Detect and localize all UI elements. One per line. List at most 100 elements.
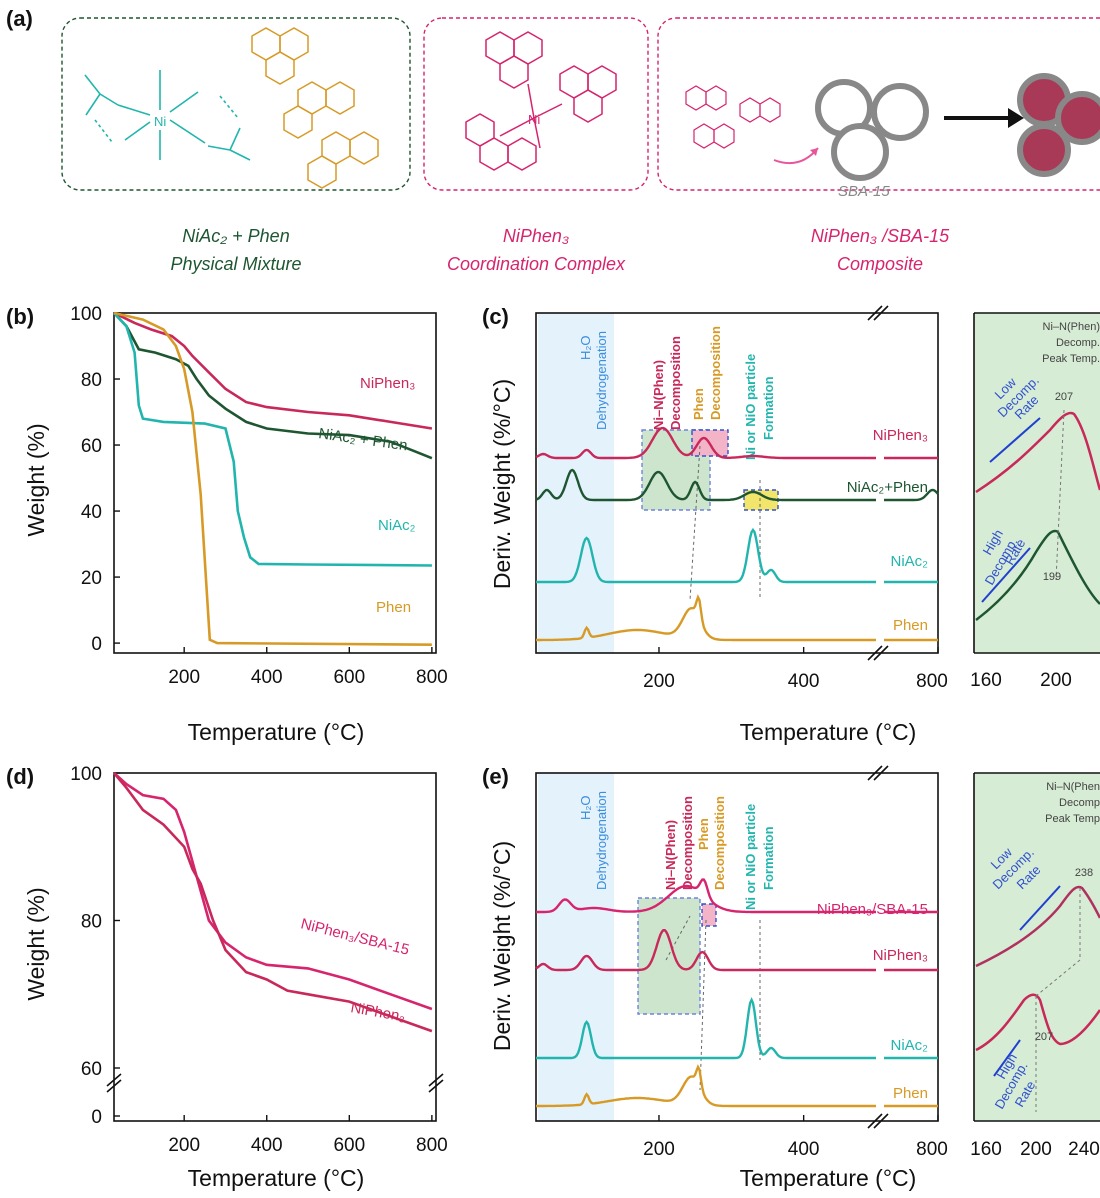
panel-e-label: (e) [482, 764, 509, 789]
plot-e-series-label-1: NiPhen₃ [873, 947, 928, 964]
b-ytick-label: 20 [81, 568, 102, 589]
e-nio-1: Ni or NiO particle [743, 804, 758, 910]
c-inset-curve-mixture [975, 529, 1100, 621]
c-h2o: H₂O [578, 335, 593, 360]
b-xtick-label: 200 [168, 667, 200, 688]
c-inset-title-1: Ni–N(Phen) [1043, 321, 1100, 333]
plot-c-series-label-0: NiPhen₃ [873, 427, 928, 444]
panel-d-label: (d) [6, 764, 34, 789]
sba15-filled-icon [1017, 73, 1100, 177]
caption-2-line1: NiPhen₃ [503, 226, 569, 246]
b-ytick-label: 40 [81, 502, 102, 523]
c-ni-n-phen-1: Ni–N(Phen) [651, 360, 666, 430]
panel-b-label: (b) [6, 304, 34, 329]
panel-d-xlabel: Temperature (°C) [188, 1165, 365, 1191]
b-series-label-2: NiAc₂ [378, 517, 416, 534]
plot-d: 200 400 600 80010080600NiPhen₃/SBA-15NiPhen… [70, 764, 447, 1156]
c-nio-1: Ni or NiO particle [743, 354, 758, 460]
svg-text:Ni: Ni [154, 114, 166, 129]
plot-c-series-line-1 [535, 468, 876, 502]
d-series-label-1: NiPhen₃ [349, 999, 406, 1025]
e-ni-n-phen-1: Ni–N(Phen) [663, 820, 678, 890]
svg-text:Ni: Ni [528, 112, 540, 127]
plot-e-xtick-label: 400 [788, 1139, 820, 1160]
c-phen-2: Decomposition [708, 326, 723, 420]
plot-e-series-line-0 [536, 878, 876, 914]
d-series-label-0: NiPhen₃/SBA-15 [299, 915, 411, 958]
plot-b: 200 400 600 800 0 20 40 60 80 100 NiPhen₃ NiAc₂ + P… [70, 304, 447, 688]
c-dehydrogenation: Dehydrogenation [594, 331, 609, 430]
panel-e-xlabel: Temperature (°C) [740, 1165, 917, 1191]
d-ytick-label: 100 [70, 764, 102, 785]
sba15-empty-icon [815, 79, 929, 181]
d-break-right-1 [428, 1073, 444, 1087]
panel-a-label: (a) [6, 6, 33, 31]
panel-c-ylabel: Deriv. Weight (%/°C) [489, 379, 515, 589]
plot-e: 200 400 800 NiPhen₃/SBA-15 NiPhen₃ NiAc₂ Phen [535, 878, 948, 1160]
b-axes-frame [113, 312, 437, 654]
e-ni-n-phen-2: Decomposition [680, 796, 695, 890]
e-inset-low-arrow [1019, 885, 1061, 931]
d-ytick-label: 0 [91, 1107, 102, 1128]
caption-1-line1: NiAc₂ + Phen [182, 226, 289, 246]
caption-3-line1: NiPhen₃ /SBA-15 [811, 226, 950, 246]
d-xtick-label: 400 [251, 1135, 283, 1156]
plot-c-xtick-label: 400 [788, 671, 820, 692]
panel-e-frame [535, 765, 939, 1129]
e-inset-title-3: Peak Temp [1045, 813, 1100, 825]
phen-structure-2 [283, 81, 355, 139]
sba15-label: SBA-15 [838, 183, 890, 200]
ni-acetate-structure: Ni [84, 70, 251, 161]
plot-c-series-label-1: NiAc₂+Phen [847, 479, 928, 496]
b-xtick-label: 400 [251, 667, 283, 688]
panel-e-inset [973, 772, 1100, 1122]
panel-b-xlabel: Temperature (°C) [188, 719, 365, 745]
b-ytick-label: 100 [70, 304, 102, 325]
composite-arrowhead [1008, 108, 1024, 128]
panel-a-box-1 [61, 17, 411, 191]
d-break-left-2 [106, 1079, 122, 1093]
panel-a-box-3 [657, 17, 1100, 191]
panel-c-label: (c) [482, 304, 509, 329]
b-series-line-1 [113, 312, 433, 460]
niphen3-structure: Ni [465, 31, 617, 171]
e-inset-tick-160: 160 [970, 1139, 1002, 1160]
panel-c-frame [535, 305, 939, 661]
plot-e-series-line-1 [535, 929, 876, 972]
b-series-label-3: Phen [376, 599, 411, 616]
e-inset-title-2: Decomp [1059, 797, 1100, 809]
d-xtick-label: 600 [333, 1135, 365, 1156]
plot-e-xtick-label: 200 [643, 1139, 675, 1160]
e-dehydrogenation: Dehydrogenation [594, 791, 609, 890]
insertion-arrowhead [810, 148, 818, 156]
d-axes-frame [113, 772, 437, 1122]
phen-structure-3 [307, 131, 379, 189]
plot-c-series-line-hi-1 [884, 488, 939, 502]
c-ni-n-phen-2: Decomposition [668, 336, 683, 430]
plot-e-series-label-0: NiPhen₃/SBA-15 [817, 901, 928, 918]
c-phen-1: Phen [691, 388, 706, 420]
phen-structure-1 [251, 27, 309, 85]
plot-c-xtick-label: 800 [916, 671, 948, 692]
panel-c-inset [973, 312, 1100, 654]
caption-1-line2: Physical Mixture [170, 254, 301, 274]
panel-b-ylabel: Weight (%) [23, 423, 49, 536]
e-phen-1: Phen [696, 818, 711, 850]
b-series-label-1: NiAc₂ + Phen [317, 425, 408, 454]
caption-2-line2: Coordination Complex [447, 254, 626, 274]
b-xtick-label: 600 [333, 667, 365, 688]
c-inset-tick-160: 160 [970, 670, 1002, 691]
b-xtick-label: 800 [416, 667, 448, 688]
niphen3-small-structure [685, 85, 781, 149]
d-xtick-label: 200 [168, 1135, 200, 1156]
e-inset-peak-bottom: 207 [1035, 1031, 1053, 1043]
panel-a-box-2 [423, 17, 649, 191]
c-nio-2: Formation [761, 376, 776, 440]
e-inset-peak-top: 238 [1075, 867, 1093, 879]
e-inset-tick-240: 240 [1068, 1139, 1100, 1160]
e-nio-2: Formation [761, 826, 776, 890]
plot-c-series-line-3 [536, 594, 876, 642]
c-inset-peak-top: 207 [1055, 391, 1073, 403]
e-phen-2: Decomposition [712, 796, 727, 890]
plot-e-xtick-label: 800 [916, 1139, 948, 1160]
